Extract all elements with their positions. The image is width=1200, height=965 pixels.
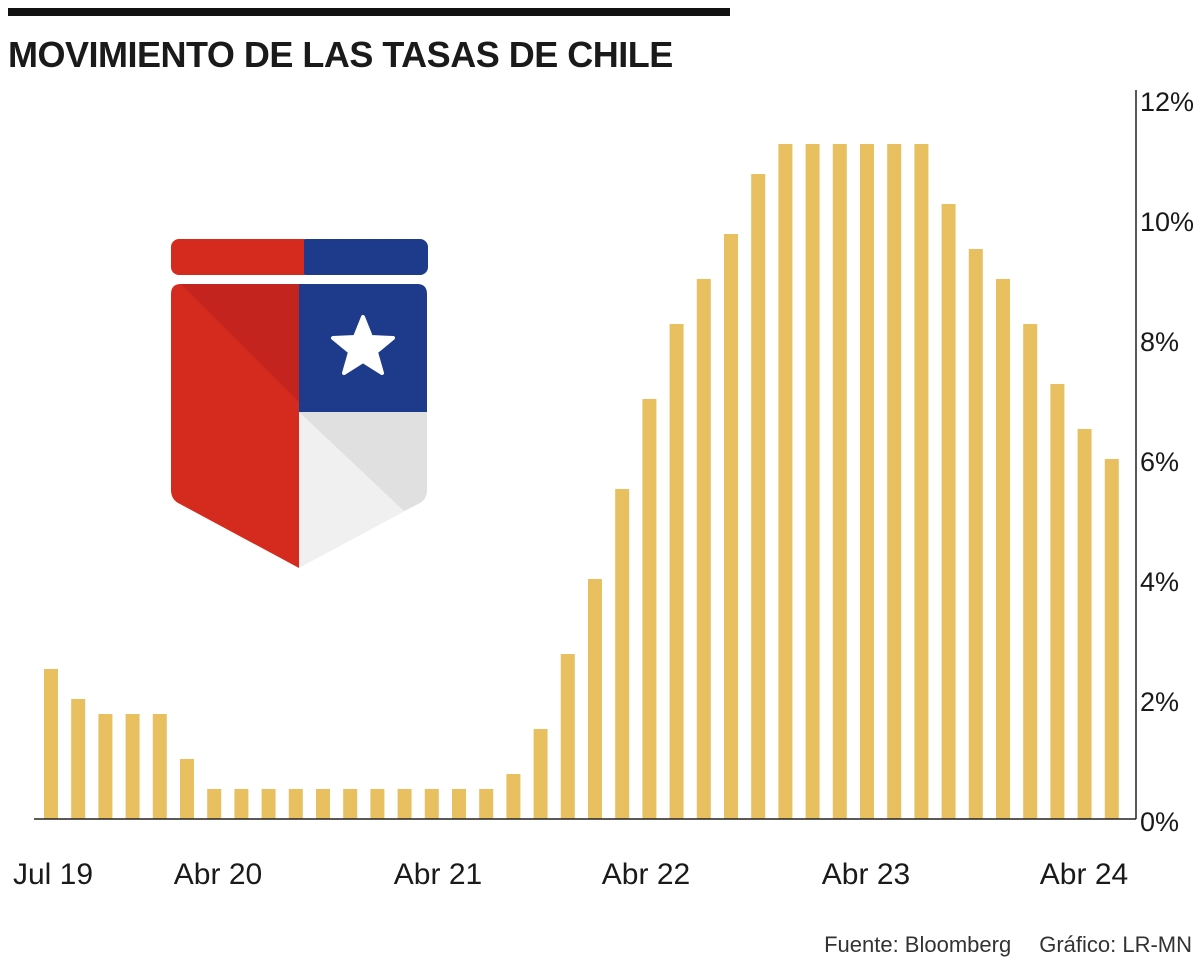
bar (71, 699, 86, 819)
bar (968, 249, 983, 819)
source-note: Fuente: Bloomberg (824, 932, 1012, 957)
bar (424, 789, 439, 819)
bar (397, 789, 412, 819)
bar (533, 729, 548, 819)
bar (452, 789, 466, 819)
flag-shield-red-shade (181, 284, 299, 402)
bar (44, 669, 58, 819)
y-tick-label: 2% (1140, 687, 1179, 717)
bar (805, 144, 820, 819)
bar (180, 759, 194, 819)
bar (615, 489, 630, 819)
chart-title: MOVIMIENTO DE LAS TASAS DE CHILE (8, 34, 673, 75)
bar-series (44, 144, 1119, 819)
x-axis-ticks: Jul 19 Abr 20 Abr 21 Abr 22 Abr 23 Abr 24 (13, 858, 1128, 891)
bar (288, 789, 303, 819)
y-tick-label: 8% (1140, 327, 1179, 357)
bar (316, 789, 330, 819)
bar (479, 789, 494, 819)
x-tick-label: Jul 19 (13, 858, 93, 891)
flag-shield-white-shade (299, 412, 427, 511)
y-tick-label: 10% (1140, 207, 1194, 237)
bar (914, 144, 929, 819)
bar (560, 654, 575, 819)
bar (234, 789, 249, 819)
bar (588, 579, 602, 819)
y-tick-label: 0% (1140, 807, 1179, 837)
flag-top-red (171, 239, 301, 275)
bar (751, 174, 766, 819)
bar (778, 144, 793, 819)
flag-top-blue (298, 239, 428, 275)
bar (343, 789, 358, 819)
chart-footer: Fuente: Bloomberg Gráfico: LR-MN (824, 932, 1192, 958)
y-tick-label: 4% (1140, 567, 1179, 597)
y-axis-ticks: 0% 2% 4% 6% 8% 10% 12% (1140, 87, 1194, 837)
bar (860, 144, 874, 819)
x-tick-label: Abr 22 (602, 858, 690, 891)
bar (506, 774, 521, 819)
credit-note: Gráfico: LR-MN (1039, 932, 1192, 957)
x-tick-label: Abr 21 (394, 858, 482, 891)
bar (696, 279, 711, 819)
bar (669, 324, 684, 819)
bar (207, 789, 222, 819)
y-tick-label: 6% (1140, 447, 1179, 477)
bar (1077, 429, 1092, 819)
chile-flag-shield-icon (171, 239, 428, 568)
star-icon (331, 315, 395, 375)
bar (261, 789, 276, 819)
bar (1023, 324, 1038, 819)
bar (996, 279, 1010, 819)
bar (642, 399, 657, 819)
bar (941, 204, 956, 819)
x-tick-label: Abr 24 (1040, 858, 1128, 891)
top-rule (8, 8, 730, 16)
bar (98, 714, 113, 819)
bar (1050, 384, 1065, 819)
bar (724, 234, 738, 819)
bar (832, 144, 847, 819)
x-tick-label: Abr 20 (174, 858, 262, 891)
bar (370, 789, 385, 819)
bar (125, 714, 140, 819)
bar (152, 714, 167, 819)
bar (1104, 459, 1119, 819)
y-tick-label: 12% (1140, 87, 1194, 117)
x-tick-label: Abr 23 (822, 858, 910, 891)
bar (887, 144, 902, 819)
